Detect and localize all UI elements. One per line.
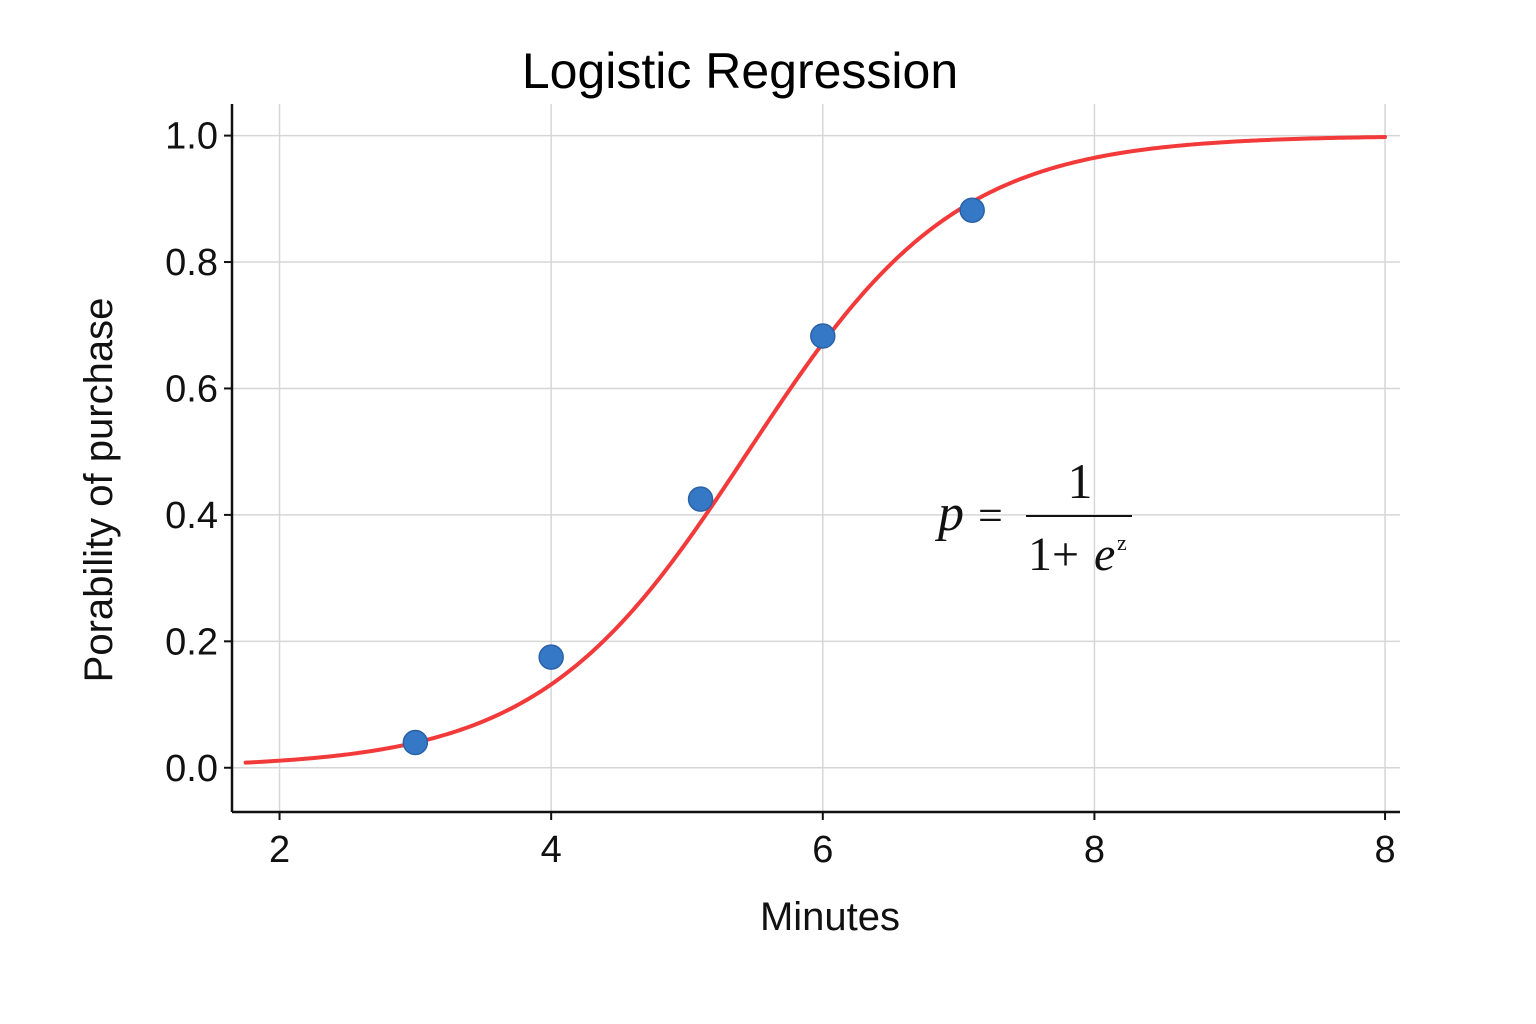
data-point <box>402 729 429 756</box>
x-tick-label: 8 <box>1084 829 1105 871</box>
data-point <box>959 197 985 223</box>
x-tick-label: 6 <box>812 829 833 871</box>
formula-lhs: p <box>934 485 964 542</box>
y-tick-label: 0.2 <box>165 621 218 663</box>
formula-denominator-e: e <box>1094 528 1115 581</box>
data-point <box>538 644 564 670</box>
data-point <box>810 323 836 349</box>
y-axis-label: Porability of purchase <box>77 298 121 683</box>
formula-equals: = <box>978 491 1003 540</box>
data-points <box>402 197 985 756</box>
x-tick-label: 4 <box>541 829 562 871</box>
x-axis-label: Minutes <box>760 895 900 939</box>
formula-exponent: z <box>1117 530 1127 555</box>
data-point <box>687 486 714 512</box>
x-tick-label: 8 <box>1374 829 1395 871</box>
x-tick-label: 2 <box>269 829 290 871</box>
ticks: 2 4 6 8 8 0.0 0.2 0.4 0.6 0.8 1.0 <box>165 116 1395 871</box>
chart-title: Logistic Regression <box>522 43 958 99</box>
y-tick-label: 0.4 <box>165 495 218 537</box>
formula-numerator: 1 <box>1068 453 1093 509</box>
grid <box>232 104 1400 812</box>
formula-annotation: p = 1 1+ e z <box>934 453 1132 581</box>
y-tick-label: 1.0 <box>165 116 218 158</box>
y-tick-label: 0.6 <box>165 368 218 410</box>
y-tick-label: 0.8 <box>165 242 218 284</box>
y-tick-label: 0.0 <box>165 748 218 790</box>
formula-denominator-base: 1+ <box>1028 528 1079 581</box>
logistic-curve-line <box>243 135 1388 765</box>
